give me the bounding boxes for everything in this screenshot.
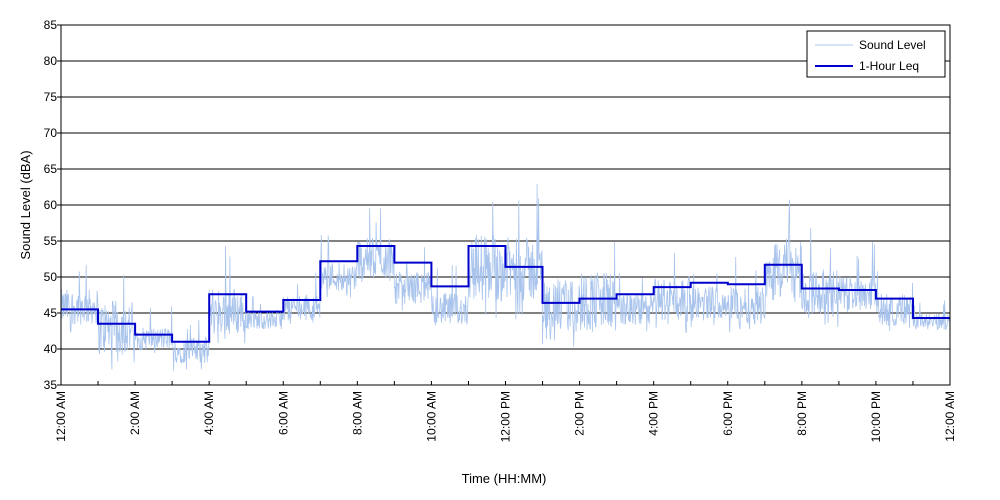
x-tick-label: 8:00 PM: [795, 391, 809, 436]
x-tick-label: 12:00 AM: [54, 391, 68, 442]
x-tick-label: 2:00 AM: [128, 391, 142, 435]
x-axis-ticks: 12:00 AM 2:00 AM 4:00 AM 6:00 AM 8:00 AM 10:0…: [54, 381, 957, 442]
leq-step-line: [61, 245, 950, 343]
legend-box: [806, 30, 946, 78]
x-tick-label: 10:00 PM: [869, 391, 883, 442]
leq-series: [61, 245, 950, 343]
y-tick-label: 35: [44, 378, 58, 392]
x-tick-label: 10:00 AM: [424, 391, 438, 442]
y-axis-label: Sound Level (dBA): [18, 150, 33, 259]
y-tick-label: 40: [44, 342, 58, 356]
y-axis-ticks: 35 40 45 50 55 60 65 70 75 80 85: [44, 18, 61, 392]
x-tick-label: 6:00 PM: [721, 391, 735, 436]
x-tick-label: 8:00 AM: [350, 391, 364, 435]
x-axis-label: Time (HH:MM): [462, 471, 547, 486]
y-tick-label: 65: [44, 162, 58, 176]
y-tick-label: 80: [44, 54, 58, 68]
y-tick-label: 70: [44, 126, 58, 140]
legend: Sound Level 1-Hour Leq: [806, 30, 946, 78]
x-tick-label: 6:00 AM: [276, 391, 290, 435]
legend-label-sound-level: Sound Level: [859, 38, 926, 52]
y-tick-label: 55: [44, 234, 58, 248]
y-tick-label: 60: [44, 198, 58, 212]
x-tick-label: 4:00 PM: [647, 391, 661, 436]
legend-label-leq: 1-Hour Leq: [859, 59, 919, 73]
y-tick-label: 45: [44, 306, 58, 320]
y-tick-label: 75: [44, 90, 58, 104]
x-tick-label: 4:00 AM: [202, 391, 216, 435]
x-tick-label: 12:00 PM: [499, 391, 513, 442]
y-tick-label: 50: [44, 270, 58, 284]
y-tick-label: 85: [44, 18, 58, 32]
x-tick-label: 2:00 PM: [573, 391, 587, 436]
x-tick-label: 12:00 AM: [943, 391, 957, 442]
